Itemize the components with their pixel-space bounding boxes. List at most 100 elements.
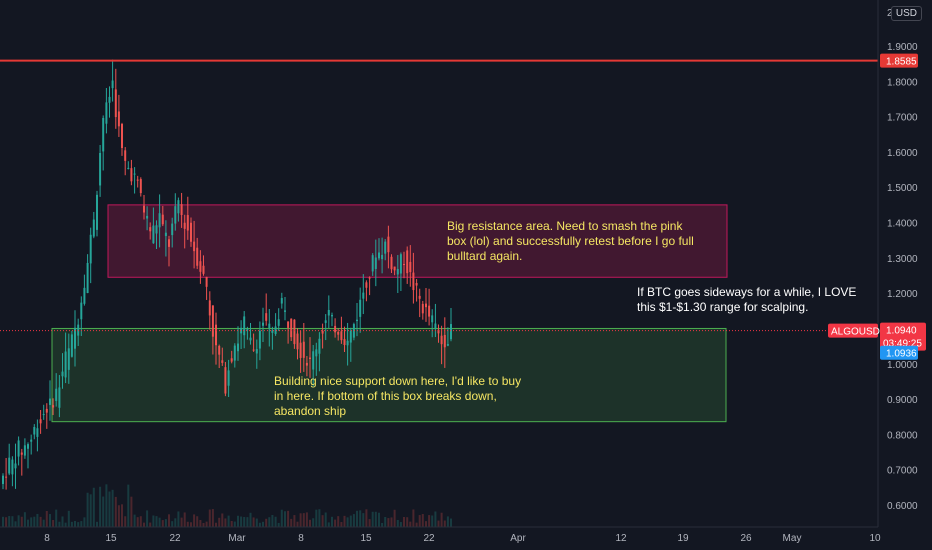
volume-bar bbox=[280, 509, 283, 527]
candle-body bbox=[67, 348, 70, 370]
candle-body bbox=[61, 371, 64, 377]
volume-bar bbox=[237, 515, 239, 527]
candle-body bbox=[233, 345, 236, 361]
volume-bar bbox=[349, 515, 352, 527]
volume-bar bbox=[20, 516, 23, 527]
x-tick-label: May bbox=[783, 533, 802, 544]
volume-bar bbox=[149, 522, 152, 527]
candle-body bbox=[415, 282, 418, 286]
candle-body bbox=[321, 330, 324, 334]
bid-price-label: 1.0936 bbox=[886, 349, 917, 360]
candle-body bbox=[227, 370, 230, 386]
support-zone[interactable] bbox=[51, 327, 727, 423]
candle-body bbox=[387, 236, 390, 253]
candle-body bbox=[108, 96, 111, 103]
countdown-label: 03:49:25 bbox=[883, 339, 922, 350]
y-tick-label: 1.9000 bbox=[887, 42, 918, 53]
volume-bar bbox=[296, 521, 299, 527]
candle-body bbox=[117, 111, 120, 127]
volume-bar bbox=[61, 516, 64, 527]
candle-body bbox=[255, 349, 258, 354]
candle-body bbox=[124, 150, 127, 161]
x-tick-label: Apr bbox=[510, 533, 526, 544]
volume-bar bbox=[105, 484, 108, 527]
candle-body bbox=[211, 305, 214, 337]
candle-body bbox=[293, 319, 296, 345]
candle-body bbox=[384, 241, 387, 254]
candle-body bbox=[83, 287, 86, 304]
volume-bar bbox=[240, 516, 243, 527]
candle-body bbox=[252, 349, 255, 351]
candle-body bbox=[208, 300, 211, 316]
volume-bar bbox=[45, 510, 48, 527]
candle-body bbox=[268, 323, 271, 329]
volume-bar bbox=[158, 517, 161, 527]
candle-body bbox=[327, 309, 330, 316]
candle-body bbox=[139, 179, 142, 194]
candle-body bbox=[168, 239, 170, 247]
candle-body bbox=[284, 310, 286, 312]
volume-bar bbox=[205, 521, 208, 527]
volume-bar bbox=[5, 517, 8, 527]
candle-body bbox=[331, 315, 333, 317]
y-tick-label: 1.3000 bbox=[887, 254, 918, 265]
candle-body bbox=[396, 268, 399, 275]
volume-bar bbox=[324, 512, 327, 527]
support-annotation: Building nice support down here, I'd lik… bbox=[274, 374, 522, 418]
candle-body bbox=[171, 223, 174, 236]
volume-bar bbox=[431, 515, 434, 527]
volume-bar bbox=[202, 522, 205, 527]
candle-body bbox=[362, 292, 365, 299]
candle-body bbox=[196, 247, 199, 266]
candle-body bbox=[274, 326, 277, 334]
volume-bar bbox=[343, 515, 346, 527]
volume-bar bbox=[49, 514, 51, 527]
volume-bar bbox=[168, 514, 170, 527]
candle-body bbox=[296, 333, 299, 350]
volume-bar bbox=[86, 492, 89, 527]
candle-body bbox=[421, 303, 424, 314]
volume-bar bbox=[30, 517, 33, 527]
volume-bar bbox=[434, 511, 437, 527]
volume-bar bbox=[218, 517, 221, 527]
volume-bar bbox=[255, 518, 258, 527]
volume-bar bbox=[186, 521, 189, 527]
volume-bar bbox=[287, 510, 290, 527]
volume-bar bbox=[152, 515, 155, 527]
volume-bar bbox=[428, 515, 431, 527]
scalp-annotation: If BTC goes sideways for a while, I LOVE… bbox=[637, 285, 857, 314]
candle-body bbox=[230, 358, 233, 362]
volume-bar bbox=[415, 522, 418, 527]
candle-body bbox=[352, 324, 355, 338]
candle-body bbox=[403, 263, 405, 265]
volume-bar bbox=[27, 519, 29, 527]
volume-bar bbox=[409, 521, 412, 527]
volume-bar bbox=[274, 516, 277, 527]
volume-bar bbox=[130, 496, 133, 527]
volume-bar bbox=[346, 517, 349, 527]
volume-bar bbox=[121, 504, 123, 527]
volume-bar bbox=[155, 516, 158, 527]
candle-body bbox=[136, 179, 139, 181]
x-tick-label: 12 bbox=[615, 533, 627, 544]
currency-button[interactable]: USD bbox=[890, 6, 922, 21]
candle-body bbox=[5, 476, 8, 478]
volume-bar bbox=[8, 516, 11, 527]
candle-body bbox=[412, 272, 415, 291]
volume-bar bbox=[271, 514, 274, 527]
volume-bar bbox=[425, 521, 427, 527]
candle-body bbox=[164, 232, 167, 237]
candle-body bbox=[399, 254, 402, 274]
volume-bar bbox=[262, 521, 264, 527]
volume-bar bbox=[334, 519, 337, 527]
y-tick-label: 1.0000 bbox=[887, 360, 918, 371]
candle-body bbox=[52, 405, 55, 408]
volume-bar bbox=[74, 520, 76, 527]
resistance-zone[interactable] bbox=[107, 204, 728, 278]
volume-bar bbox=[359, 510, 362, 527]
candle-body bbox=[346, 340, 349, 346]
candle-body bbox=[409, 261, 412, 273]
candle-body bbox=[130, 168, 133, 182]
x-tick-label: Mar bbox=[228, 533, 246, 544]
